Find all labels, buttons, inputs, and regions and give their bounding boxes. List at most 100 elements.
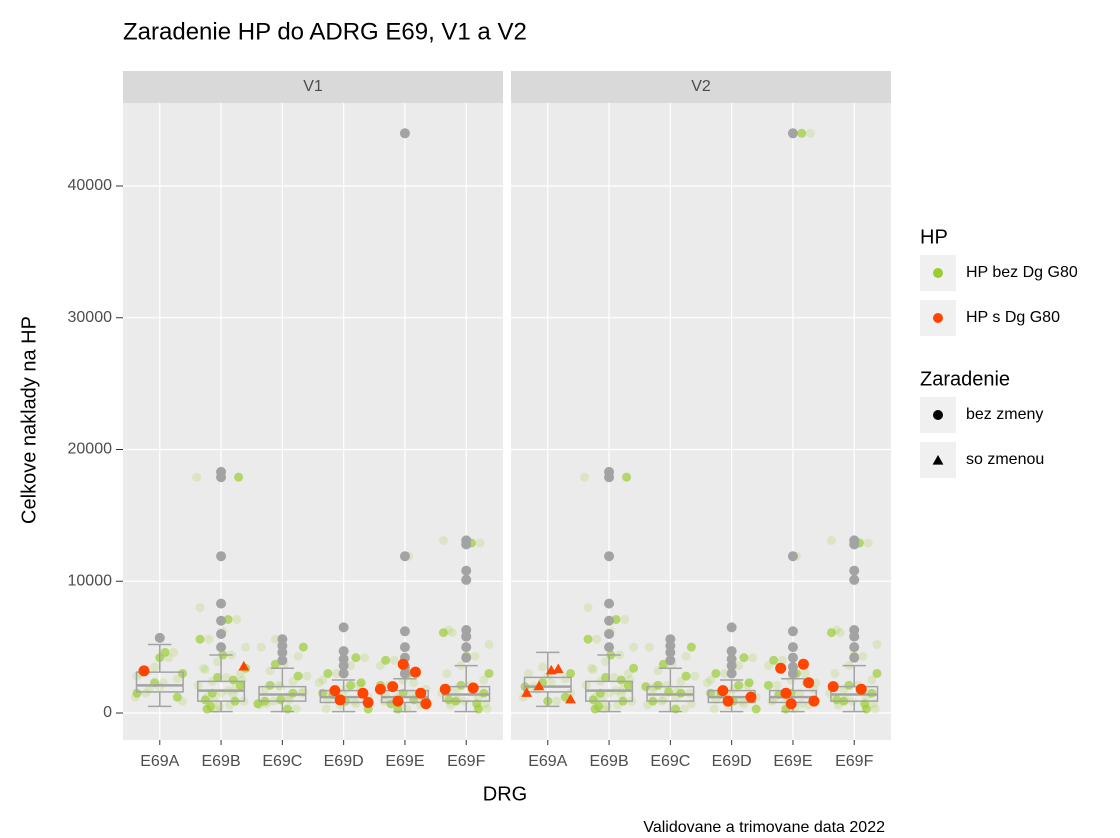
point: [235, 680, 245, 690]
legend-label: HP s Dg G80: [966, 309, 1060, 326]
point: [690, 671, 700, 681]
point: [797, 128, 807, 138]
legend-label: bez zmeny: [966, 406, 1043, 423]
point: [234, 472, 244, 482]
point: [751, 704, 761, 714]
point: [397, 658, 409, 670]
point: [827, 681, 839, 693]
point: [872, 668, 882, 678]
point: [681, 651, 691, 661]
legend-title: HP: [920, 226, 948, 248]
outlier: [849, 642, 860, 653]
point: [274, 680, 284, 690]
outlier: [604, 642, 615, 653]
point: [298, 642, 308, 652]
point: [832, 695, 842, 705]
point: [658, 659, 668, 669]
strip-label: V2: [691, 78, 711, 95]
point: [538, 662, 548, 672]
outlier: [461, 624, 472, 635]
point: [717, 685, 729, 697]
point: [484, 639, 494, 649]
outlier: [787, 128, 798, 139]
outlier: [216, 466, 227, 477]
point: [232, 614, 242, 624]
point: [150, 662, 160, 672]
point: [737, 696, 747, 706]
point: [583, 603, 593, 613]
point: [389, 655, 399, 665]
outlier: [277, 634, 288, 645]
outlier: [399, 642, 410, 653]
y-tick-label: 30000: [68, 309, 113, 326]
x-tick-label: E69C: [262, 753, 302, 770]
point: [867, 688, 877, 698]
y-tick-label: 20000: [68, 441, 113, 458]
point: [351, 699, 361, 709]
outlier: [277, 655, 288, 666]
caption: Validovane a trimovane data 2022: [643, 819, 885, 836]
point: [321, 704, 331, 714]
outlier: [604, 598, 615, 609]
y-tick-label: 0: [103, 704, 112, 721]
point: [213, 672, 223, 682]
point: [870, 704, 880, 714]
outlier: [338, 646, 349, 657]
point: [769, 655, 779, 665]
y-axis-label: Celkove naklady na HP: [18, 316, 40, 524]
point: [318, 675, 328, 685]
outlier: [399, 551, 410, 562]
point: [609, 672, 619, 682]
point-triangle: [565, 693, 576, 704]
point: [644, 642, 654, 652]
point: [438, 628, 448, 638]
point: [797, 658, 809, 670]
outlier: [665, 655, 676, 666]
point: [734, 680, 744, 690]
y-tick-label: 10000: [68, 572, 113, 589]
point: [709, 704, 719, 714]
point: [381, 655, 391, 665]
point: [484, 668, 494, 678]
point: [685, 688, 695, 698]
point: [200, 695, 210, 705]
point: [745, 691, 757, 703]
x-tick-label: E69C: [650, 753, 690, 770]
point: [629, 642, 639, 652]
x-tick-label: E69E: [385, 753, 424, 770]
point: [797, 699, 807, 709]
point: [734, 661, 744, 671]
outlier: [787, 642, 798, 653]
chart-title: Zaradenie HP do ADRG E69, V1 a V2: [123, 18, 527, 45]
point: [442, 668, 452, 678]
outlier: [461, 652, 472, 663]
panel: [123, 103, 503, 740]
point: [748, 653, 758, 663]
point: [855, 683, 867, 695]
point: [360, 653, 370, 663]
point: [228, 675, 238, 685]
outlier: [461, 535, 472, 546]
point: [858, 651, 868, 661]
point: [444, 695, 454, 705]
point: [195, 634, 205, 644]
point: [592, 634, 602, 644]
point: [739, 653, 749, 663]
x-tick-label: E69F: [447, 753, 485, 770]
outlier: [216, 642, 227, 653]
point: [438, 535, 448, 545]
point: [482, 704, 492, 714]
point: [392, 695, 404, 707]
point: [192, 472, 202, 482]
point: [623, 680, 633, 690]
point: [357, 687, 369, 699]
point: [580, 472, 590, 482]
point: [409, 666, 421, 678]
point: [775, 662, 787, 674]
point: [479, 688, 489, 698]
point: [409, 678, 419, 688]
outlier: [461, 642, 472, 653]
point: [826, 535, 836, 545]
point: [204, 634, 214, 644]
outlier: [604, 628, 615, 639]
